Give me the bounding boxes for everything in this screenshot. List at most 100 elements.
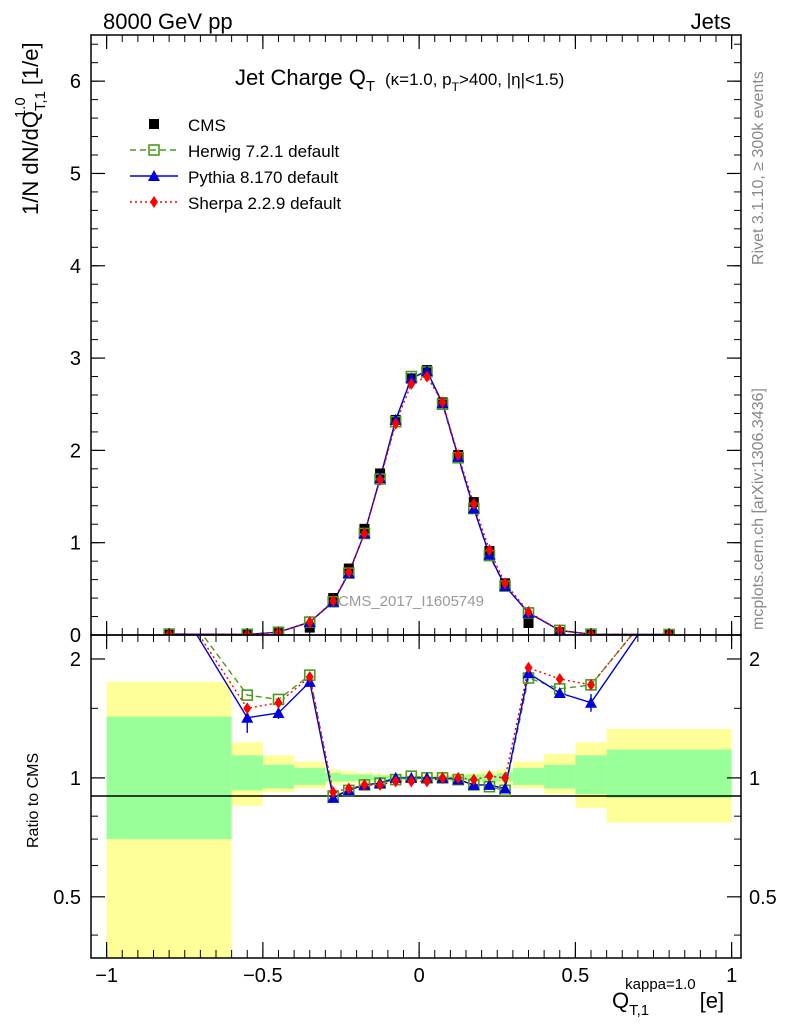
ratio-point-sherpa-2-2-9-default <box>555 672 564 685</box>
y-tick-label: 0 <box>70 625 81 647</box>
point-sherpa-2-2-9-default <box>407 377 416 390</box>
uncertainty-band-inner <box>544 764 576 789</box>
ratio-panel-frame <box>90 634 742 959</box>
y-tick-label: 3 <box>70 348 81 370</box>
x-tick-label: 0.5 <box>561 965 589 987</box>
ratio-point-pythia-8-170-default <box>272 706 285 718</box>
ratio-line-pythia-8-170-default <box>196 635 639 799</box>
title-cond: (κ=1.0, p <box>385 70 452 89</box>
y-tick-label: 2 <box>70 440 81 462</box>
legend-marker-herwig-7-2-1-default <box>148 144 160 156</box>
uncertainty-band-inner <box>294 767 326 785</box>
x-tick-label: 1 <box>726 965 737 987</box>
title-main: Jet Charge Q <box>235 65 366 90</box>
ratio-point-sherpa-2-2-9-default <box>407 775 416 788</box>
uncertainty-band-inner <box>341 774 357 782</box>
ratio-y-tick-label: 2 <box>70 649 81 671</box>
ratio-point-pythia-8-170-default <box>499 782 512 794</box>
point-sherpa-2-2-9-default <box>305 616 314 629</box>
ratio-point-sherpa-2-2-9-default <box>454 771 463 784</box>
ratio-point-sherpa-2-2-9-default <box>391 775 400 788</box>
ratio-y-tick-label-right: 1 <box>749 768 760 790</box>
uncertainty-band-inner <box>325 772 341 782</box>
ratio-point-sherpa-2-2-9-default <box>376 778 385 791</box>
point-sherpa-2-2-9-default <box>524 605 533 618</box>
ratio-point-sherpa-2-2-9-default <box>524 661 533 674</box>
legend-marker-cms <box>149 119 159 129</box>
point-sherpa-2-2-9-default <box>485 544 494 557</box>
ratio-point-sherpa-2-2-9-default <box>305 671 314 684</box>
rivet-label: Rivet 3.1.10, ≥ 300k events <box>750 71 767 265</box>
ratio-point-sherpa-2-2-9-default <box>344 782 353 795</box>
ratio-point-sherpa-2-2-9-default <box>485 770 494 783</box>
ratio-point-sherpa-2-2-9-default <box>587 678 595 691</box>
x-tick-label: 0 <box>414 965 425 987</box>
analysis-watermark: CMS_2017_I1605749 <box>338 593 484 610</box>
mcplots-label: mcplots.cern.ch [arXiv:1306.3436] <box>750 388 767 630</box>
y-tick-label: 1 <box>70 533 81 555</box>
ratio-point-pythia-8-170-default <box>163 583 175 594</box>
ratio-point-sherpa-2-2-9-default <box>422 775 431 788</box>
title-cond-sub: T <box>452 80 460 94</box>
ratio-y-tick-label-right: 0.5 <box>749 887 777 909</box>
x-tick-label: −0.5 <box>243 965 282 987</box>
uncertainty-band-inner <box>106 716 232 840</box>
uncertainty-band-inner <box>606 749 732 798</box>
legend: CMS Herwig 7.2.1 default Pythia 8.170 defa… <box>130 116 341 213</box>
chart-title: Jet Charge QT (κ=1.0, pT>400, |η|<1.5) <box>235 65 564 95</box>
ratio-point-sherpa-2-2-9-default <box>165 583 173 595</box>
ratio-point-herwig-7-2-1-default <box>164 584 174 594</box>
xlabel-unit: [e] <box>700 988 724 1013</box>
ratio-point-pythia-8-170-default <box>553 687 566 699</box>
point-cms <box>523 618 534 628</box>
y-tick-label: 4 <box>70 256 81 278</box>
xlabel-sub: T,1 <box>629 1002 649 1019</box>
ratio-y-tick-label-right: 2 <box>749 649 760 671</box>
ratio-point-herwig-7-2-1-default <box>241 689 254 701</box>
legend-label-pythia-8-170-default: Pythia 8.170 default <box>188 168 339 187</box>
ratio-point-pythia-8-170-default <box>241 711 254 723</box>
ratio-point-sherpa-2-2-9-default <box>665 583 673 595</box>
title-cond2: >400, |η|<1.5) <box>459 70 564 89</box>
ratio-point-sherpa-2-2-9-default <box>243 702 252 715</box>
uncertainty-band-inner <box>512 767 545 785</box>
point-sherpa-2-2-9-default <box>438 396 447 409</box>
xlabel-main: Q <box>612 988 629 1013</box>
ratio-line-herwig-7-2-1-default <box>201 635 633 797</box>
ratio-point-sherpa-2-2-9-default <box>469 773 478 786</box>
point-pythia-8-170-default <box>420 365 433 376</box>
ratio-point-sherpa-2-2-9-default <box>274 696 283 709</box>
x-axis-label: QT,1 kappa=1.0 [e] <box>612 976 724 1019</box>
point-sherpa-2-2-9-default <box>422 370 431 383</box>
ratio-point-sherpa-2-2-9-default <box>501 771 510 784</box>
point-sherpa-2-2-9-default <box>454 449 463 461</box>
ratio-point-herwig-7-2-1-default <box>664 584 674 594</box>
uncertainty-band-inner <box>356 774 373 781</box>
legend-marker-pythia-8-170-default <box>148 170 160 181</box>
xlabel-sup: kappa=1.0 <box>625 976 695 993</box>
ratio-y-tick-label: 1 <box>70 768 81 790</box>
title-main-sub: T <box>366 78 375 95</box>
ratio-point-pythia-8-170-default <box>585 696 597 708</box>
point-sherpa-2-2-9-default <box>376 473 385 486</box>
legend-label-sherpa-2-2-9-default: Sherpa 2.2.9 default <box>188 194 341 213</box>
y-tick-label: 6 <box>70 71 81 93</box>
uncertainty-band-inner <box>575 755 607 795</box>
point-sherpa-2-2-9-default <box>344 566 353 579</box>
point-sherpa-2-2-9-default <box>360 527 369 540</box>
point-pythia-8-170-default <box>405 372 418 384</box>
x-tick-label: −1 <box>95 965 118 987</box>
uncertainty-band-inner <box>231 755 263 791</box>
ratio-point-pythia-8-170-default <box>483 778 496 790</box>
main-ylabel: 1/N dN/dQT,11.0 [1/e] <box>12 42 49 215</box>
point-sherpa-2-2-9-default <box>469 497 478 510</box>
uncertainty-band-inner <box>262 764 295 789</box>
header-right: Jets <box>691 9 731 34</box>
ratio-ylabel: Ratio to CMS <box>25 753 42 848</box>
ratio-point-sherpa-2-2-9-default <box>329 786 338 799</box>
ratio-point-sherpa-2-2-9-default <box>438 771 447 784</box>
point-sherpa-2-2-9-default <box>391 417 400 430</box>
ratio-point-pythia-8-170-default <box>663 583 675 594</box>
svg-text:1/N dN/dQT,11.0 [1/e]: 1/N dN/dQT,11.0 [1/e] <box>12 42 49 215</box>
